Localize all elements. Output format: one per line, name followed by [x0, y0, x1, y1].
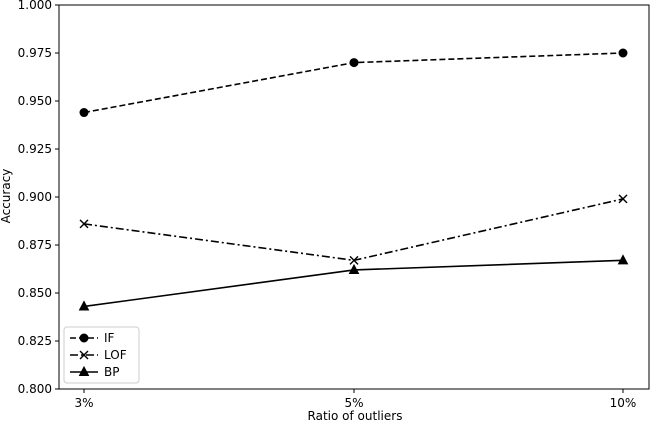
point-lof: [79, 219, 89, 229]
legend-label: IF: [104, 331, 115, 345]
legend: IF LOF BP: [63, 326, 140, 384]
series-if: [79, 48, 628, 118]
point-bp: [78, 300, 90, 311]
x-tick-label: 10%: [610, 396, 637, 410]
series-line-lof: [83, 198, 624, 262]
series-bp: [78, 254, 629, 311]
y-tick-label: 1.000: [18, 0, 52, 12]
point-bp: [617, 254, 629, 265]
legend-item-if: IF: [70, 331, 115, 345]
series-lof: [79, 194, 628, 265]
y-tick-label: 0.925: [18, 142, 52, 156]
y-tick-label: 0.800: [18, 382, 52, 396]
legend-label: LOF: [104, 348, 127, 362]
point-if: [618, 48, 628, 58]
series-layer: [78, 48, 629, 311]
x-tick-label: 5%: [344, 396, 363, 410]
point-lof: [618, 194, 628, 204]
y-tick-label: 0.875: [18, 238, 52, 252]
point-bp: [348, 263, 360, 274]
legend-item-lof: LOF: [70, 348, 127, 362]
legend-marker: [79, 350, 89, 360]
point-lof: [349, 255, 359, 265]
legend-item-bp: BP: [70, 365, 119, 379]
marker-stroke: [79, 219, 89, 229]
y-tick-label: 0.900: [18, 190, 52, 204]
y-tick-label: 0.950: [18, 94, 52, 108]
legend-marker: [78, 365, 90, 376]
x-tick-label: 3%: [74, 396, 93, 410]
x-axis-label: Ratio of outliers: [308, 409, 403, 423]
marker-stroke: [79, 350, 89, 360]
point-if: [349, 58, 359, 68]
point-if: [79, 108, 89, 118]
marker-stroke: [618, 194, 628, 204]
x-axis-ticks: 3% 5% 10%: [74, 389, 636, 410]
legend-marker: [79, 333, 89, 343]
y-axis-ticks: 0.800 0.825 0.850 0.875 0.900 0.925 0.950 0.975…: [18, 0, 59, 396]
y-axis-label: Accuracy: [0, 169, 13, 224]
y-tick-label: 0.975: [18, 46, 52, 60]
legend-label: BP: [104, 365, 119, 379]
y-tick-label: 0.850: [18, 286, 52, 300]
y-tick-label: 0.825: [18, 334, 52, 348]
marker-stroke: [349, 255, 359, 265]
